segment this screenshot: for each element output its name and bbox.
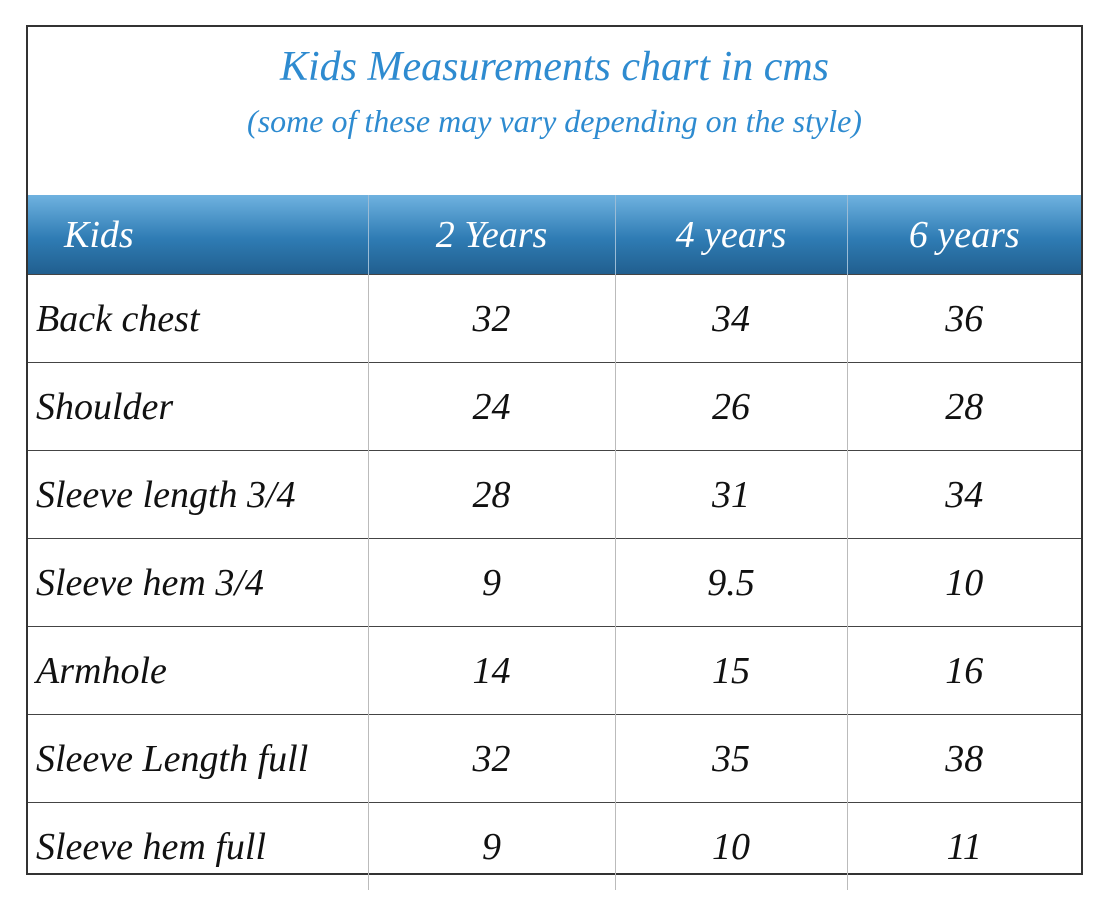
table-row: Sleeve hem full 9 10 11: [28, 802, 1081, 890]
column-header: 2 Years: [368, 195, 616, 275]
column-header: Kids: [28, 195, 369, 275]
column-header: 6 years: [847, 195, 1081, 275]
row-label: Sleeve hem 3/4: [28, 538, 369, 627]
cell: 10: [847, 538, 1081, 627]
row-label: Shoulder: [28, 362, 369, 451]
header-row: Kids 2 Years 4 years 6 years: [28, 195, 1081, 275]
cell: 9.5: [615, 538, 848, 627]
cell: 24: [368, 362, 616, 451]
row-label: Armhole: [28, 626, 369, 715]
cell: 10: [615, 802, 848, 890]
cell: 9: [368, 802, 616, 890]
table-row: Sleeve length 3/4 28 31 34: [28, 450, 1081, 539]
table-row: Armhole 14 15 16: [28, 626, 1081, 715]
cell: 34: [615, 274, 848, 363]
row-label: Sleeve hem full: [28, 802, 369, 890]
table-row: Sleeve hem 3/4 9 9.5 10: [28, 538, 1081, 627]
column-header: 4 years: [615, 195, 848, 275]
cell: 32: [368, 714, 616, 803]
cell: 35: [615, 714, 848, 803]
cell: 32: [368, 274, 616, 363]
cell: 26: [615, 362, 848, 451]
cell: 28: [368, 450, 616, 539]
cell: 38: [847, 714, 1081, 803]
table-row: Shoulder 24 26 28: [28, 362, 1081, 451]
table-row: Back chest 32 34 36: [28, 274, 1081, 363]
cell: 31: [615, 450, 848, 539]
chart-frame: Kids Measurements chart in cms (some of …: [26, 25, 1083, 890]
cell: 15: [615, 626, 848, 715]
header: Kids Measurements chart in cms (some of …: [28, 27, 1081, 195]
subtitle: (some of these may vary depending on the…: [247, 103, 862, 139]
cell: 9: [368, 538, 616, 627]
row-label: Sleeve Length full: [28, 714, 369, 803]
cell: 34: [847, 450, 1081, 539]
cell: 36: [847, 274, 1081, 363]
cell: 28: [847, 362, 1081, 451]
table-row: Sleeve Length full 32 35 38: [28, 714, 1081, 803]
title: Kids Measurements chart in cms: [279, 44, 830, 90]
measurement-table: Kids 2 Years 4 years 6 years Back chest 32 34…: [28, 195, 1081, 890]
cell: 16: [847, 626, 1081, 715]
table-body: Back chest 32 34 36 Shoulder 24 26 28 Sleeve len…: [28, 274, 1081, 890]
cell: 11: [847, 802, 1081, 890]
cell: 14: [368, 626, 616, 715]
row-label: Sleeve length 3/4: [28, 450, 369, 539]
row-label: Back chest: [28, 274, 369, 363]
